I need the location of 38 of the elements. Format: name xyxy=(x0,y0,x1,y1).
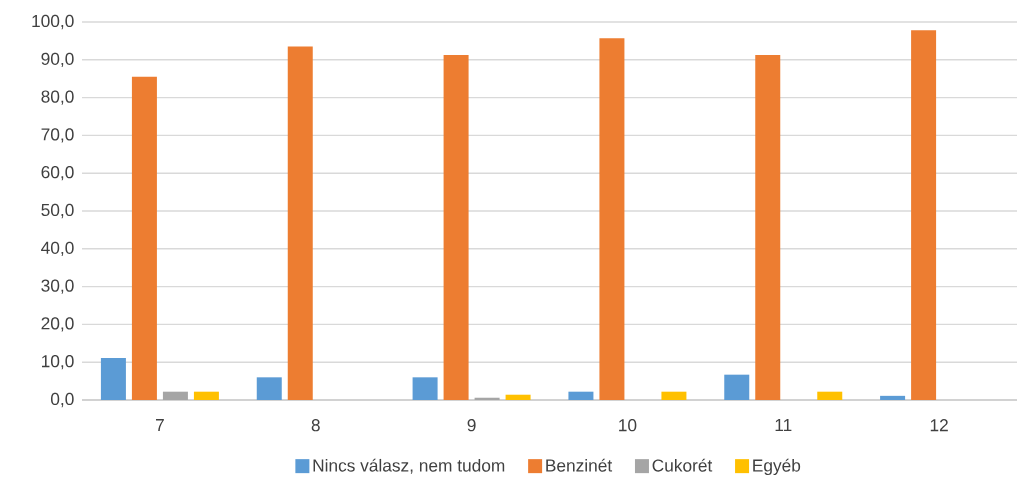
x-tick-label: 9 xyxy=(467,419,476,432)
y-tick-label: 60,0 xyxy=(41,166,74,181)
y-tick-label: 100,0 xyxy=(32,14,74,30)
x-tick-label: 10 xyxy=(619,419,637,432)
y-tick-label: 80,0 xyxy=(41,90,74,105)
bar xyxy=(131,76,157,400)
bar xyxy=(755,54,781,400)
bar xyxy=(100,358,126,400)
x-tick-label: 11 xyxy=(775,419,792,431)
legend-label: Egyéb xyxy=(753,458,801,476)
y-tick-label: 90,0 xyxy=(41,52,74,67)
bar xyxy=(817,391,843,400)
bar xyxy=(256,377,282,400)
bar xyxy=(443,54,469,400)
bar xyxy=(287,46,313,400)
legend-label: Cukorét xyxy=(652,458,713,472)
bar xyxy=(911,30,937,400)
y-tick-label: 50,0 xyxy=(41,203,74,219)
y-tick-label: 30,0 xyxy=(41,279,74,294)
bar xyxy=(193,391,219,400)
bar xyxy=(412,377,438,400)
y-tick-label: 40,0 xyxy=(41,241,74,256)
bar xyxy=(724,374,750,400)
legend-label: Benzinét xyxy=(546,458,613,472)
bar xyxy=(162,391,188,400)
y-tick-label: 20,0 xyxy=(41,317,74,332)
x-tick-label: 7 xyxy=(156,419,164,431)
bar xyxy=(568,391,594,400)
legend-label: Nincs válasz, nem tudom xyxy=(313,458,505,474)
y-tick-label: 10,0 xyxy=(42,355,74,370)
bar xyxy=(599,38,625,400)
bar xyxy=(661,391,687,400)
x-tick-label: 12 xyxy=(930,419,948,432)
y-tick-label: 0,0 xyxy=(50,392,74,408)
x-tick-label: 8 xyxy=(311,419,320,432)
y-tick-label: 70,0 xyxy=(41,128,74,143)
bar xyxy=(505,394,531,400)
bar xyxy=(880,395,906,400)
